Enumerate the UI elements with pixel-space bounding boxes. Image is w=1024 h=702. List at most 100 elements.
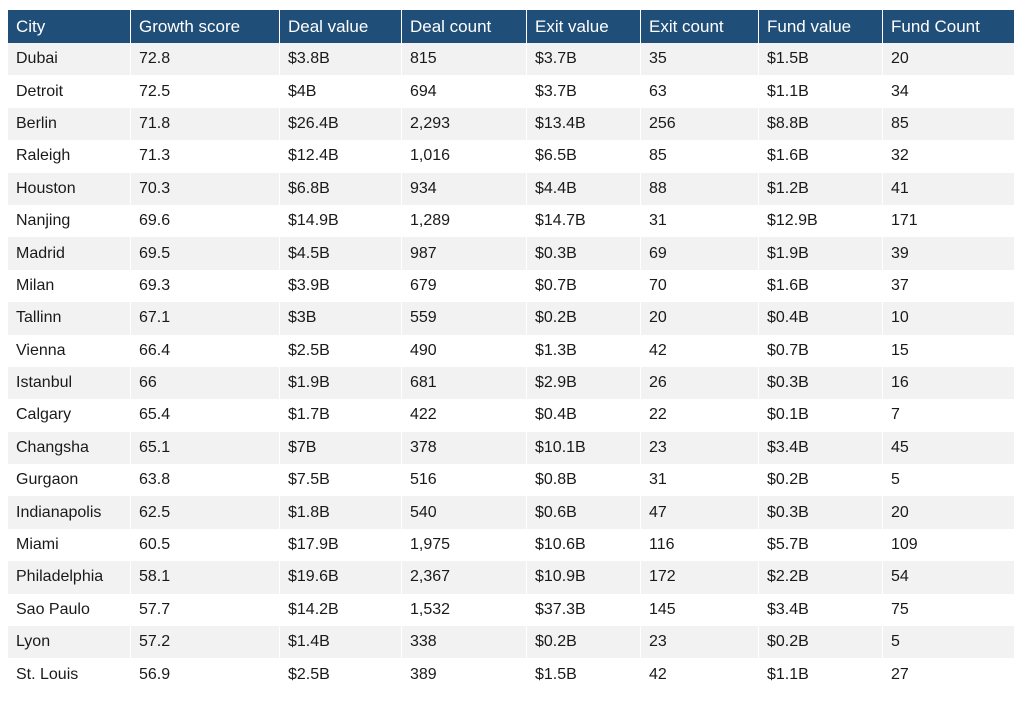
cell-deal-value: $3B	[280, 302, 402, 335]
cell-exit-value: $6.5B	[527, 140, 641, 173]
cell-deal-value: $4B	[280, 75, 402, 108]
table-row: Berlin 71.8 $26.4B 2,293 $13.4B 256 $8.8B 85	[8, 107, 1014, 141]
cell-city: St. Louis	[8, 658, 131, 691]
cell-exit-count: 85	[641, 140, 759, 173]
cell-fund-value: $1.6B	[759, 269, 883, 303]
cell-exit-count: 172	[641, 561, 759, 594]
cell-deal-count: 694	[402, 75, 527, 108]
cell-exit-value: $0.2B	[527, 302, 641, 335]
column-header-exit-count: Exit count	[641, 10, 759, 43]
cell-exit-count: 26	[641, 366, 759, 400]
cell-deal-count: 934	[402, 172, 527, 205]
cell-exit-value: $3.7B	[527, 75, 641, 108]
cell-exit-value: $0.4B	[527, 399, 641, 432]
cell-exit-count: 42	[641, 334, 759, 367]
table-row: Houston 70.3 $6.8B 934 $4.4B 88 $1.2B 41	[8, 172, 1014, 205]
cell-city: Berlin	[8, 107, 131, 141]
cell-exit-value: $1.5B	[527, 658, 641, 691]
cell-deal-value: $12.4B	[280, 140, 402, 173]
cell-fund-count: 20	[883, 43, 1014, 76]
cell-growth-score: 69.6	[131, 204, 280, 238]
cell-fund-count: 85	[883, 107, 1014, 141]
cell-exit-value: $0.3B	[527, 237, 641, 270]
cell-deal-count: 378	[402, 431, 527, 465]
cell-exit-value: $10.9B	[527, 561, 641, 594]
cell-city: Detroit	[8, 75, 131, 108]
cell-city: Indianapolis	[8, 496, 131, 529]
city-growth-table-container: City Growth score Deal value Deal count Exit…	[8, 10, 1014, 691]
cell-fund-value: $1.9B	[759, 237, 883, 270]
cell-growth-score: 60.5	[131, 528, 280, 562]
cell-growth-score: 57.7	[131, 593, 280, 627]
cell-fund-value: $1.6B	[759, 140, 883, 173]
table-row: Istanbul 66 $1.9B 681 $2.9B 26 $0.3B 16	[8, 366, 1014, 400]
cell-deal-value: $14.9B	[280, 204, 402, 238]
cell-deal-count: 1,289	[402, 204, 527, 238]
cell-fund-value: $3.4B	[759, 593, 883, 627]
cell-deal-count: 540	[402, 496, 527, 529]
cell-city: Lyon	[8, 626, 131, 659]
cell-growth-score: 69.5	[131, 237, 280, 270]
cell-fund-count: 10	[883, 302, 1014, 335]
cell-growth-score: 62.5	[131, 496, 280, 529]
cell-fund-count: 45	[883, 431, 1014, 465]
cell-growth-score: 66	[131, 366, 280, 400]
cell-growth-score: 65.1	[131, 431, 280, 465]
cell-city: Vienna	[8, 334, 131, 367]
cell-growth-score: 66.4	[131, 334, 280, 367]
cell-growth-score: 72.8	[131, 43, 280, 76]
cell-growth-score: 72.5	[131, 75, 280, 108]
cell-exit-count: 42	[641, 658, 759, 691]
cell-fund-count: 32	[883, 140, 1014, 173]
cell-fund-value: $1.1B	[759, 658, 883, 691]
cell-exit-count: 35	[641, 43, 759, 76]
cell-deal-count: 1,532	[402, 593, 527, 627]
cell-fund-count: 5	[883, 626, 1014, 659]
cell-fund-value: $1.5B	[759, 43, 883, 76]
cell-exit-value: $0.8B	[527, 464, 641, 497]
cell-city: Tallinn	[8, 302, 131, 335]
cell-exit-count: 20	[641, 302, 759, 335]
cell-growth-score: 57.2	[131, 626, 280, 659]
cell-deal-count: 815	[402, 43, 527, 76]
cell-deal-value: $7.5B	[280, 464, 402, 497]
cell-city: Istanbul	[8, 366, 131, 400]
cell-exit-value: $10.1B	[527, 431, 641, 465]
table-row: Calgary 65.4 $1.7B 422 $0.4B 22 $0.1B 7	[8, 399, 1014, 432]
cell-deal-count: 1,016	[402, 140, 527, 173]
cell-fund-value: $1.1B	[759, 75, 883, 108]
table-row: Detroit 72.5 $4B 694 $3.7B 63 $1.1B 34	[8, 75, 1014, 108]
column-header-growth-score: Growth score	[131, 10, 280, 43]
column-header-deal-count: Deal count	[402, 10, 527, 43]
cell-deal-count: 422	[402, 399, 527, 432]
cell-deal-value: $17.9B	[280, 528, 402, 562]
cell-fund-value: $0.3B	[759, 366, 883, 400]
cell-fund-value: $0.2B	[759, 464, 883, 497]
cell-exit-count: 69	[641, 237, 759, 270]
cell-fund-count: 16	[883, 366, 1014, 400]
table-row: St. Louis 56.9 $2.5B 389 $1.5B 42 $1.1B 27	[8, 658, 1014, 691]
cell-fund-value: $12.9B	[759, 204, 883, 238]
cell-exit-value: $37.3B	[527, 593, 641, 627]
cell-deal-value: $3.9B	[280, 269, 402, 303]
cell-exit-count: 256	[641, 107, 759, 141]
cell-city: Milan	[8, 269, 131, 303]
cell-fund-value: $8.8B	[759, 107, 883, 141]
cell-growth-score: 65.4	[131, 399, 280, 432]
cell-growth-score: 71.8	[131, 107, 280, 141]
cell-growth-score: 70.3	[131, 172, 280, 205]
table-row: Vienna 66.4 $2.5B 490 $1.3B 42 $0.7B 15	[8, 334, 1014, 367]
cell-fund-value: $3.4B	[759, 431, 883, 465]
column-header-fund-value: Fund value	[759, 10, 883, 43]
cell-city: Nanjing	[8, 204, 131, 238]
cell-city: Miami	[8, 528, 131, 562]
cell-fund-count: 7	[883, 399, 1014, 432]
cell-deal-value: $1.4B	[280, 626, 402, 659]
cell-city: Calgary	[8, 399, 131, 432]
cell-fund-value: $0.3B	[759, 496, 883, 529]
cell-exit-value: $0.2B	[527, 626, 641, 659]
cell-deal-count: 679	[402, 269, 527, 303]
cell-deal-value: $2.5B	[280, 334, 402, 367]
column-header-deal-value: Deal value	[280, 10, 402, 43]
cell-exit-count: 116	[641, 528, 759, 562]
